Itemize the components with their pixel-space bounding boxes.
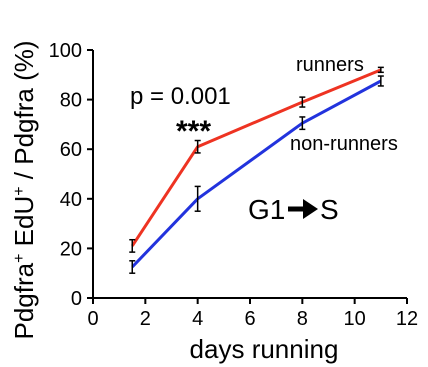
transition-from-label: G1	[248, 194, 285, 225]
non-runners-error-bar	[299, 116, 306, 131]
runners-error-bar	[377, 66, 384, 74]
y-tick-label: 100	[49, 40, 82, 62]
y-tick-label: 20	[60, 238, 82, 260]
g1-s-transition-label: G1 S	[248, 194, 339, 225]
y-axis-title: Pdgfra+ EdU+ / Pdgfra (%)	[9, 40, 39, 339]
series-non-runners	[129, 75, 384, 274]
x-tick-label: 10	[344, 308, 366, 330]
x-axis-title: days running	[190, 334, 339, 364]
x-tick-label: 12	[396, 308, 418, 330]
non-runners-line	[131, 79, 382, 269]
series-label-runners: runners	[296, 54, 364, 76]
transition-arrow-head	[303, 199, 318, 219]
x-tick-label: 2	[140, 308, 151, 330]
y-tick-label: 80	[60, 90, 82, 112]
runners-error-bar	[299, 96, 306, 108]
x-tick-label: 6	[244, 308, 255, 330]
y-tick-label: 0	[71, 288, 82, 310]
runners-line	[130, 68, 382, 247]
runners-error-bar	[129, 238, 136, 253]
y-tick-label: 60	[60, 139, 82, 161]
x-tick-label: 8	[297, 308, 308, 330]
series-label-non-runners: non-runners	[290, 133, 398, 155]
non-runners-error-bar	[377, 75, 384, 87]
series-runners	[129, 66, 384, 253]
y-tick-label: 40	[60, 189, 82, 211]
x-tick-label: 0	[87, 308, 98, 330]
runners-error-bar	[194, 139, 201, 154]
non-runners-error-bar	[194, 185, 201, 212]
x-tick-label: 4	[192, 308, 203, 330]
transition-to-label: S	[320, 194, 339, 225]
p-value-annotation: p = 0.001	[130, 83, 231, 110]
non-runners-error-bar	[129, 260, 136, 274]
